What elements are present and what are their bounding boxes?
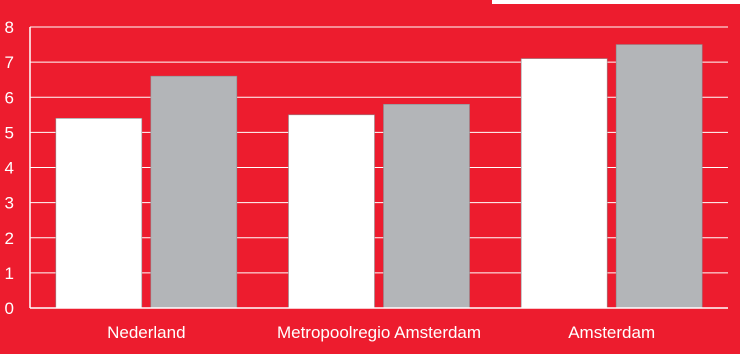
y-tick-label: 1 <box>5 264 14 283</box>
top-right-white-strip <box>492 0 740 4</box>
bar-series-2-0 <box>150 75 238 309</box>
y-tick-label: 3 <box>5 194 14 213</box>
bar-series-1-0 <box>55 118 143 309</box>
axes <box>29 27 728 309</box>
bars <box>55 44 703 309</box>
bar-series-1-2 <box>520 58 608 309</box>
x-tick-label: Amsterdam <box>568 323 655 342</box>
y-tick-label: 7 <box>5 53 14 72</box>
y-tick-label: 4 <box>5 159 14 178</box>
x-tick-label: Nederland <box>107 323 185 342</box>
y-tick-label: 5 <box>5 123 14 142</box>
bar-series-2-1 <box>383 103 470 309</box>
y-tick-label: 8 <box>5 18 14 37</box>
gridlines <box>30 26 728 274</box>
y-tick-label: 2 <box>5 229 14 248</box>
tick-labels: 0 1 2 3 4 5 6 7 8 Nederland Metropoolregio Amsterd… <box>5 18 656 342</box>
y-tick-label: 0 <box>5 299 14 318</box>
y-tick-label: 6 <box>5 88 14 107</box>
bar-series-1-1 <box>288 114 375 309</box>
x-tick-label: Metropoolregio Amsterdam <box>277 323 481 342</box>
bar-series-2-2 <box>615 44 703 309</box>
